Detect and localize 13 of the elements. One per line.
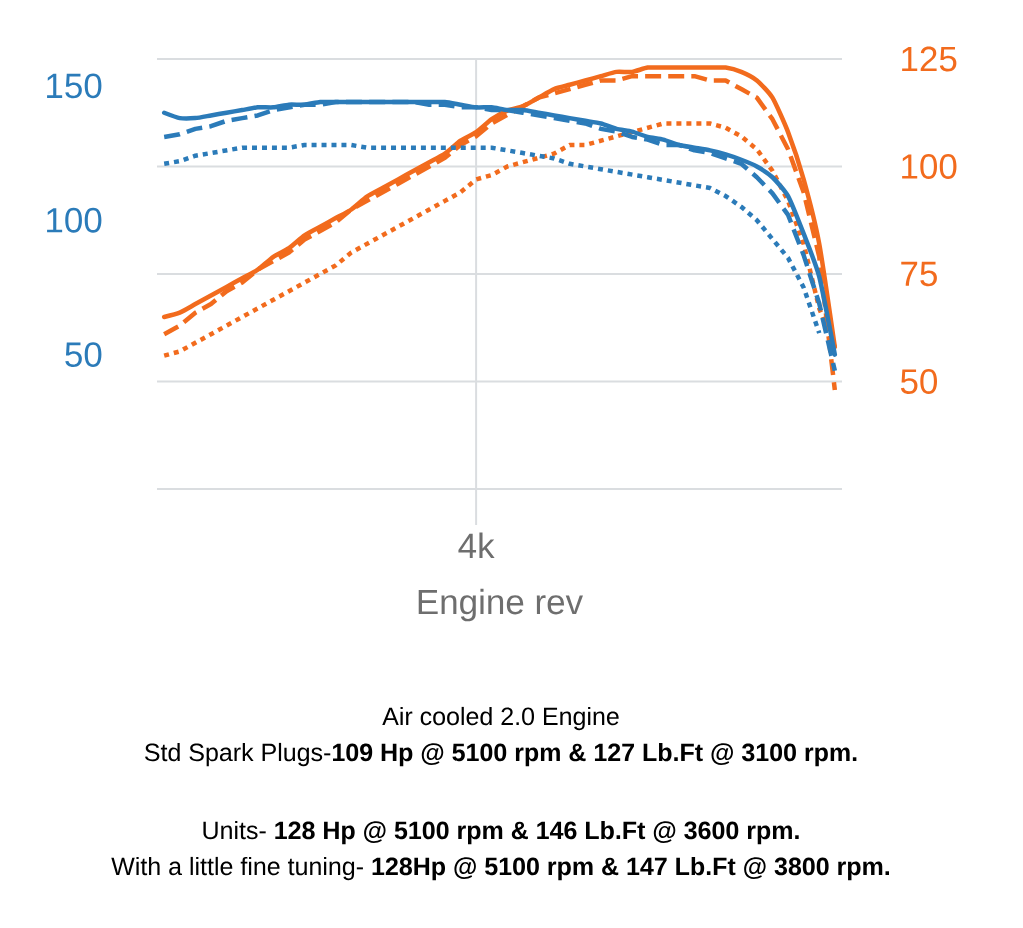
text: With a little fine tuning- 128Hp @ 5100 rpm & 147 Lb.Ft @ 3800 rpm. bbox=[111, 856, 890, 881]
text: Air cooled 2.0 Engine bbox=[382, 706, 619, 731]
y-tick-label: 100 bbox=[47, 207, 102, 233]
y-tick-label: 50 bbox=[65, 342, 102, 368]
y2-tick-label: 125 bbox=[902, 46, 957, 72]
text: Units- 128 Hp @ 5100 rpm & 146 Lb.Ft @ 3600 rpm. bbox=[203, 820, 799, 845]
x-axis-title: Engine rev bbox=[418, 588, 583, 622]
text: Std Spark Plugs-109 Hp @ 5100 rpm & 127 Lb.Ft @ 3100 rpm. bbox=[144, 742, 857, 767]
y-tick-label: 150 bbox=[47, 73, 102, 99]
y2-tick-label: 75 bbox=[901, 261, 937, 287]
y2-tick-label: 100 bbox=[902, 154, 957, 179]
x-tick-label: 4k bbox=[458, 532, 495, 558]
y2-tick-label: 50 bbox=[900, 369, 938, 394]
